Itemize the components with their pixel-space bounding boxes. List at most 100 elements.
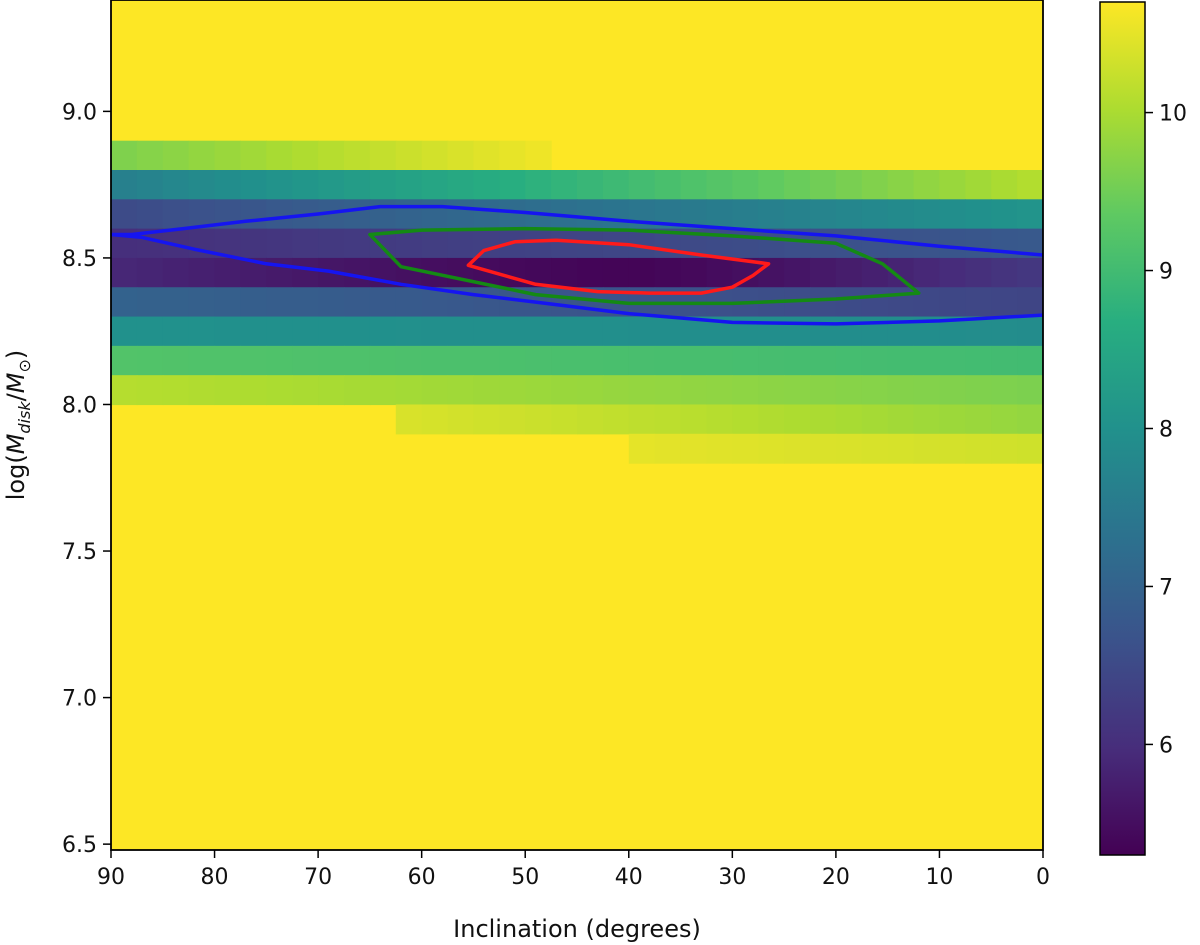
heatmap-cell (111, 316, 138, 347)
heatmap-cell (344, 287, 371, 318)
heatmap-cell (292, 375, 319, 406)
heatmap-cell (162, 199, 190, 230)
heatmap-cell (1017, 404, 1043, 435)
heatmap-cell (292, 140, 319, 171)
heatmap-cell (240, 228, 267, 259)
heatmap-cell (577, 316, 604, 347)
heatmap-cell (577, 199, 604, 230)
x-tick-label: 20 (822, 865, 850, 890)
heatmap-cell (240, 199, 267, 230)
heatmap-cell (602, 375, 630, 406)
heatmap-cell (680, 404, 708, 435)
heatmap-cell (136, 170, 164, 200)
heatmap-cell (835, 170, 863, 200)
heatmap-cell (447, 228, 475, 259)
heatmap-cell (758, 170, 785, 200)
heatmap-cell (654, 170, 682, 200)
heatmap-cell (111, 375, 138, 406)
heatmap-cell (318, 316, 345, 347)
heatmap-cell (499, 345, 526, 376)
contour-lines (111, 204, 1043, 326)
heatmap-cell (292, 228, 319, 259)
heatmap-cell (758, 404, 785, 435)
heatmap-cell (706, 375, 733, 406)
heatmap-cell (913, 375, 941, 406)
heatmap-cell (551, 287, 578, 318)
heatmap-cell (887, 199, 915, 230)
colorbar-tick-label: 8 (1159, 418, 1173, 443)
heatmap-cell (810, 345, 837, 376)
heatmap-cell (395, 140, 423, 171)
contour-line (368, 226, 921, 306)
heatmap-cell (991, 199, 1018, 230)
heatmap-cell (499, 140, 526, 171)
heatmap-cell (525, 404, 552, 435)
heatmap-cell (913, 345, 941, 376)
heatmap-cell (913, 170, 941, 200)
heatmap-cell (913, 404, 941, 435)
heatmap-cell (835, 199, 863, 230)
heatmap-cell (369, 375, 397, 406)
heatmap-cell (784, 316, 811, 347)
heatmap-cell (913, 199, 941, 230)
heatmap-cell (706, 199, 733, 230)
heatmap-cell (991, 287, 1018, 318)
heatmap-cell (810, 170, 837, 200)
heatmap-cell (1017, 375, 1043, 406)
heatmap-cell (421, 404, 449, 435)
colorbar: 6 7 8 9 10 (1099, 1, 1187, 856)
heatmap-cell (188, 140, 216, 171)
heatmap-cell (654, 345, 682, 376)
heatmap-cell (447, 404, 475, 435)
heatmap-cell (111, 257, 138, 288)
heatmap-cell (835, 257, 863, 288)
heatmap-cell (861, 345, 889, 376)
heatmap-cell (499, 257, 526, 288)
x-axis: 90 80 70 60 50 40 30 20 10 0 (97, 850, 1050, 890)
heatmap-cell (991, 433, 1018, 464)
x-tick-label: 90 (97, 865, 125, 890)
heatmap-cell (266, 345, 293, 376)
heatmap-cell (654, 316, 682, 347)
heatmap-cell (887, 287, 915, 318)
heatmap-cell (758, 199, 785, 230)
heatmap-cell (732, 345, 759, 376)
heatmap-cell (551, 345, 578, 376)
x-tick-label: 70 (304, 865, 332, 890)
heatmap-cell (991, 257, 1018, 288)
heatmap-cell (602, 345, 630, 376)
heatmap-cell (577, 375, 604, 406)
heatmap-cell (551, 257, 578, 288)
heatmap-cell (939, 257, 966, 288)
heatmap-cell (292, 287, 319, 318)
heatmap-cell (991, 170, 1018, 200)
heatmap-cell (965, 316, 992, 347)
heatmap-cell (162, 257, 190, 288)
y-tick-label: 8.5 (62, 247, 97, 272)
heatmap-cell (939, 170, 966, 200)
heatmap-cell (784, 199, 811, 230)
heatmap-cell (810, 404, 837, 435)
colorbar-tick-label: 7 (1159, 575, 1173, 600)
heatmap-cell (395, 170, 423, 200)
contour-line (111, 204, 1043, 326)
heatmap-cell (188, 345, 216, 376)
heatmap-cell (628, 433, 656, 464)
heatmap-cell (628, 170, 656, 200)
heatmap-cell (473, 404, 500, 435)
heatmap-cell (447, 316, 475, 347)
heatmap-cell (369, 199, 397, 230)
heatmap-cell (525, 228, 552, 259)
heatmap-cell (551, 316, 578, 347)
heatmap-cell (473, 287, 500, 318)
heatmap-cell (551, 228, 578, 259)
heatmap-cell (136, 316, 164, 347)
heatmap-cell (162, 287, 190, 318)
heatmap-cell (965, 257, 992, 288)
heatmap-cell (577, 345, 604, 376)
heatmap-cell (136, 345, 164, 376)
heatmap-cell (835, 345, 863, 376)
heatmap-cell (344, 228, 371, 259)
heatmap-cell (214, 170, 242, 200)
heatmap-cell (344, 140, 371, 171)
